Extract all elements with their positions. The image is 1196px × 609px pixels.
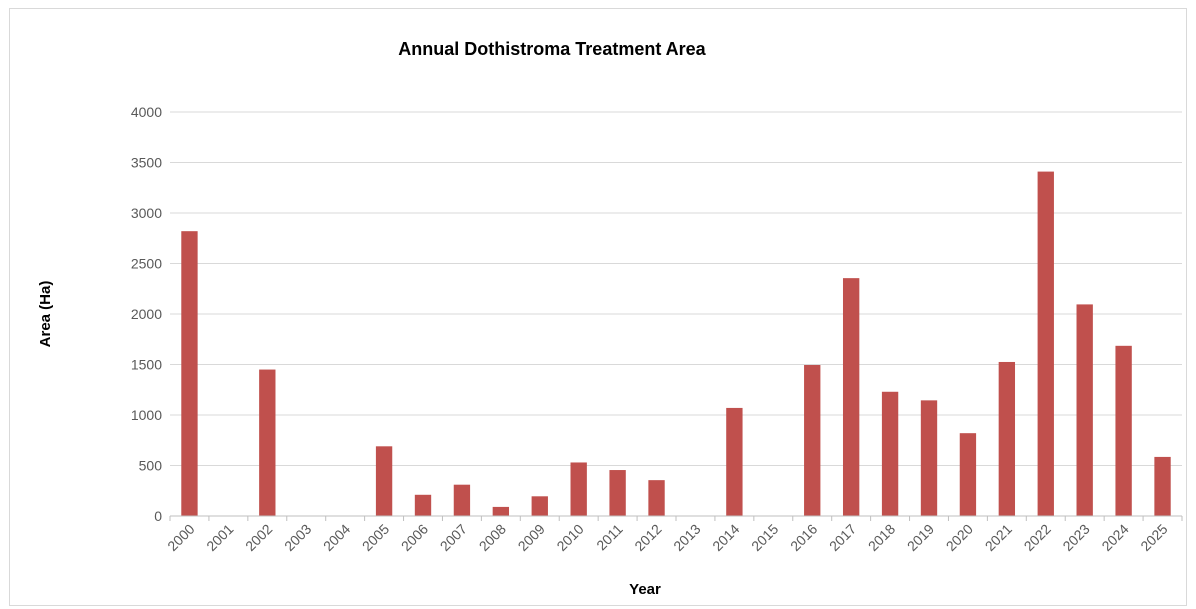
bar-2008	[492, 506, 510, 516]
x-tick-label: 2021	[982, 521, 1015, 554]
y-axis-title: Area (Ha)	[37, 281, 54, 348]
bar-2023	[1076, 304, 1093, 516]
bar-2000	[181, 231, 198, 516]
bar-2012	[648, 480, 665, 516]
y-tick-label: 1500	[131, 357, 162, 373]
chart-title: Annual Dothistroma Treatment Area	[398, 39, 706, 59]
x-tick-label: 2018	[865, 521, 898, 554]
bar-2011	[609, 470, 626, 516]
bar-2002	[259, 369, 276, 516]
x-tick-label: 2006	[398, 521, 431, 554]
x-tick-label: 2002	[242, 521, 275, 554]
y-tick-label: 500	[139, 458, 163, 474]
x-tick-label: 2004	[320, 521, 353, 554]
bar-2010	[570, 462, 587, 516]
y-axis-ticks: 0 500 1000 1500 2000 2500 3000 3500 4000	[131, 104, 162, 524]
x-tick-label: 2011	[593, 521, 626, 554]
gridlines	[170, 111, 1182, 466]
x-tick-label: 2022	[1021, 521, 1054, 554]
bar-2022	[1037, 171, 1054, 516]
bar-2025	[1154, 456, 1171, 516]
x-tick-label: 2008	[476, 521, 509, 554]
x-tick-label: 2020	[943, 521, 976, 554]
x-tick-label: 2001	[203, 521, 236, 554]
x-tick-label: 2000	[164, 521, 197, 554]
x-tick-label: 2007	[437, 521, 470, 554]
x-tick-label: 2009	[515, 521, 548, 554]
x-tick-label: 2005	[359, 521, 392, 554]
x-axis-ticks: 2000 2001 2002 2003 2004 2005 2006 2007 2008 2009…	[164, 521, 1171, 554]
x-tick-label: 2025	[1137, 521, 1170, 554]
y-tick-label: 4000	[131, 104, 162, 120]
y-tick-label: 0	[154, 508, 162, 524]
x-tick-label: 2015	[748, 521, 781, 554]
bar-2020	[959, 433, 977, 516]
bar-2024	[1115, 345, 1132, 516]
x-tick-label: 2012	[631, 521, 664, 554]
x-tick-label: 2014	[709, 521, 742, 554]
bar-2019	[920, 400, 938, 516]
bar-2009	[531, 496, 548, 516]
bar-2014	[726, 407, 743, 516]
bar-2018	[881, 391, 899, 516]
x-tick-label: 2013	[670, 521, 703, 554]
y-tick-label: 2500	[131, 256, 162, 272]
x-tick-label: 2024	[1098, 521, 1131, 554]
y-tick-label: 1000	[131, 407, 162, 423]
x-tick-label: 2010	[553, 521, 586, 554]
x-tick-label: 2017	[826, 521, 859, 554]
x-tick-label: 2023	[1059, 521, 1092, 554]
x-tick-label: 2016	[787, 521, 820, 554]
x-axis-title: Year	[629, 581, 661, 598]
bars	[181, 171, 1171, 516]
bar-2005	[375, 446, 393, 516]
bar-2006	[414, 494, 432, 516]
bar-chart: Annual Dothistroma Treatment Area 0 500 10…	[37, 39, 1183, 598]
bar-2021	[998, 361, 1016, 516]
y-tick-label: 2000	[131, 306, 162, 322]
bar-2007	[453, 484, 471, 516]
x-tick-label: 2003	[281, 521, 314, 554]
x-axis	[169, 515, 1183, 521]
bar-2016	[804, 365, 821, 516]
y-tick-label: 3000	[131, 205, 162, 221]
x-tick-label: 2019	[904, 521, 937, 554]
chart-frame: Annual Dothistroma Treatment Area 0 500 10…	[9, 8, 1187, 606]
bar-2017	[842, 278, 860, 516]
y-tick-label: 3500	[131, 155, 162, 171]
